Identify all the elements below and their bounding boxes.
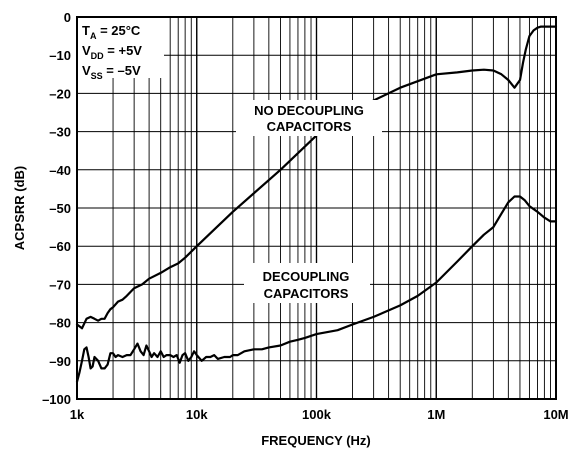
condition-vss: VSS = –5V <box>82 63 141 81</box>
y-axis-title: ACPSRR (dB) <box>12 166 27 251</box>
condition-ta: TA = 25°C <box>82 23 141 41</box>
x-tick-label: 10k <box>186 407 208 422</box>
condition-vdd: VDD = +5V <box>82 43 142 61</box>
annotation-decoupling-bg <box>244 263 370 303</box>
curves <box>75 25 558 383</box>
y-tick-label: –50 <box>49 201 71 216</box>
x-tick-label: 10M <box>543 407 568 422</box>
x-axis-title: FREQUENCY (Hz) <box>261 433 371 448</box>
plot-frame <box>76 16 557 400</box>
y-tick-label: –90 <box>49 354 71 369</box>
annotation-no-decoupling-line1: NO DECOUPLING <box>254 103 364 118</box>
x-tick-label: 1k <box>70 407 85 422</box>
y-tick-label: –100 <box>42 392 71 407</box>
y-tick-label: 0 <box>64 10 71 25</box>
annotation-no-decoupling-line2: CAPACITORS <box>267 119 352 134</box>
y-tick-label: –60 <box>49 239 71 254</box>
annotation-no-decoupling-bg <box>236 100 382 136</box>
series-decoupling <box>75 195 558 383</box>
y-tick-label: –20 <box>49 86 71 101</box>
conditions-box <box>78 18 164 78</box>
y-tick-label: –10 <box>49 48 71 63</box>
annotation-decoupling-line1: DECOUPLING <box>263 269 350 284</box>
y-tick-label: –80 <box>49 316 71 331</box>
x-tick-label: 1M <box>427 407 445 422</box>
y-tick-label: –70 <box>49 277 71 292</box>
x-tick-label: 100k <box>302 407 332 422</box>
series-no-decoupling <box>75 25 558 330</box>
annotation-decoupling-line2: CAPACITORS <box>264 286 349 301</box>
y-tick-label: –30 <box>49 125 71 140</box>
y-tick-label: –40 <box>49 163 71 178</box>
